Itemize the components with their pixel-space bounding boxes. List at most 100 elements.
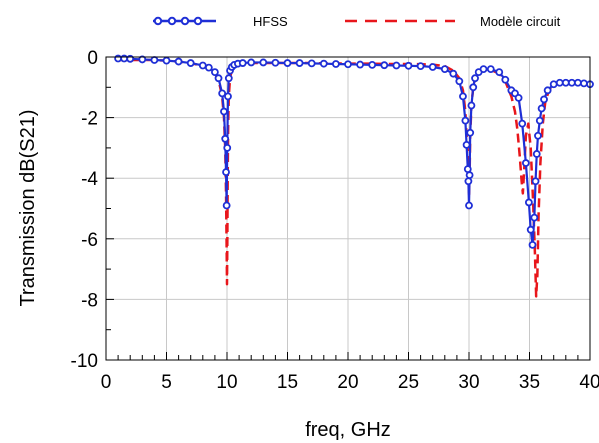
data-point-hfss	[464, 177, 473, 186]
data-point-hfss	[537, 104, 546, 113]
data-point-hfss	[162, 56, 171, 65]
data-point-hfss	[501, 75, 510, 84]
data-point-hfss	[479, 65, 488, 74]
data-point-hfss	[467, 101, 476, 110]
data-point-hfss	[218, 89, 227, 98]
y-tick-label: -8	[81, 290, 98, 311]
data-point-hfss	[404, 61, 413, 70]
data-point-hfss	[514, 94, 523, 102]
data-point-hfss	[428, 63, 437, 71]
data-point-hfss	[535, 116, 544, 125]
data-point-hfss	[344, 60, 352, 69]
data-point-hfss	[223, 143, 232, 152]
data-point-hfss	[221, 134, 230, 143]
legend-marker-hfss	[180, 16, 190, 26]
data-point-hfss	[224, 92, 232, 101]
y-tick-label: -2	[81, 109, 98, 130]
data-point-hfss	[471, 74, 479, 83]
data-point-hfss	[465, 201, 473, 210]
series-line-circuit	[118, 58, 591, 298]
data-point-hfss	[210, 68, 219, 77]
x-tick-label: 15	[277, 372, 298, 393]
data-point-hfss	[465, 171, 474, 180]
legend-label-hfss: HFSS	[253, 14, 288, 29]
data-point-hfss	[463, 165, 472, 174]
data-point-hfss	[186, 59, 195, 67]
data-point-hfss	[224, 74, 233, 83]
data-point-hfss	[580, 79, 588, 88]
data-point-hfss	[469, 83, 478, 92]
data-point-hfss	[518, 119, 527, 128]
data-point-hfss	[455, 77, 464, 86]
data-point-hfss	[368, 60, 377, 69]
x-tick-label: 25	[398, 372, 419, 393]
data-point-hfss	[204, 63, 213, 72]
data-point-hfss	[521, 159, 530, 167]
legend-marker-hfss	[193, 16, 203, 26]
data-point-hfss	[380, 61, 389, 70]
data-point-hfss	[220, 107, 228, 116]
x-axis-title: freq, GHz	[305, 419, 391, 441]
data-point-hfss	[459, 92, 467, 101]
data-point-hfss	[222, 168, 230, 177]
data-point-hfss	[462, 140, 471, 149]
legend-marker-hfss	[153, 16, 163, 26]
y-tick-labels: 0 -2 -4 -6 -8 -10	[71, 48, 99, 372]
data-point-hfss	[283, 59, 292, 67]
data-point-hfss	[530, 213, 539, 222]
data-point-hfss	[466, 128, 475, 137]
data-point-hfss	[238, 59, 247, 67]
data-point-hfss	[222, 201, 231, 210]
data-point-hfss	[259, 58, 268, 67]
data-point-hfss	[198, 61, 207, 70]
legend: HFSS Modèle circuit	[153, 14, 561, 29]
data-point-hfss	[528, 240, 537, 249]
data-point-hfss	[486, 65, 495, 74]
data-point-hfss	[174, 57, 183, 66]
data-point-hfss	[524, 198, 533, 207]
data-point-hfss	[440, 65, 449, 74]
data-point-hfss	[567, 78, 576, 87]
data-point-hfss	[271, 58, 280, 67]
data-point-hfss	[120, 54, 129, 63]
data-point-hfss	[549, 80, 558, 89]
data-point-hfss	[150, 56, 159, 64]
series-layer	[114, 54, 594, 298]
data-point-hfss	[531, 177, 540, 186]
data-point-hfss	[574, 78, 582, 87]
x-tick-label: 30	[458, 372, 479, 393]
legend-label-circuit: Modèle circuit	[480, 14, 561, 29]
data-point-hfss	[449, 69, 458, 78]
data-point-hfss	[114, 54, 122, 63]
data-point-hfss	[295, 59, 304, 67]
data-point-hfss	[138, 55, 147, 64]
data-point-hfss	[526, 225, 535, 234]
data-point-hfss	[307, 59, 316, 68]
x-tick-label: 5	[161, 372, 172, 393]
x-tick-label: 20	[337, 372, 358, 393]
data-point-hfss	[561, 78, 570, 87]
y-tick-label: -10	[71, 351, 98, 372]
data-point-hfss	[534, 131, 542, 140]
x-tick-label: 0	[101, 372, 112, 393]
data-point-hfss	[214, 74, 223, 83]
y-axis-title: Transmission dB(S21)	[17, 109, 39, 306]
data-point-hfss	[331, 60, 340, 68]
y-tick-label: -4	[81, 169, 98, 190]
data-point-hfss	[319, 59, 328, 68]
data-point-hfss	[543, 86, 552, 95]
data-point-hfss	[461, 116, 470, 125]
legend-item-hfss: HFSS	[153, 14, 288, 29]
data-point-hfss	[247, 58, 256, 67]
data-point-hfss	[495, 68, 504, 77]
plot-frame	[105, 56, 591, 361]
legend-marker-hfss	[167, 16, 177, 26]
data-point-hfss	[555, 78, 564, 87]
x-tick-label: 35	[519, 372, 540, 393]
data-point-hfss	[540, 95, 548, 104]
x-tick-label: 40	[579, 372, 599, 393]
data-point-hfss	[356, 60, 365, 69]
data-point-hfss	[416, 62, 425, 70]
